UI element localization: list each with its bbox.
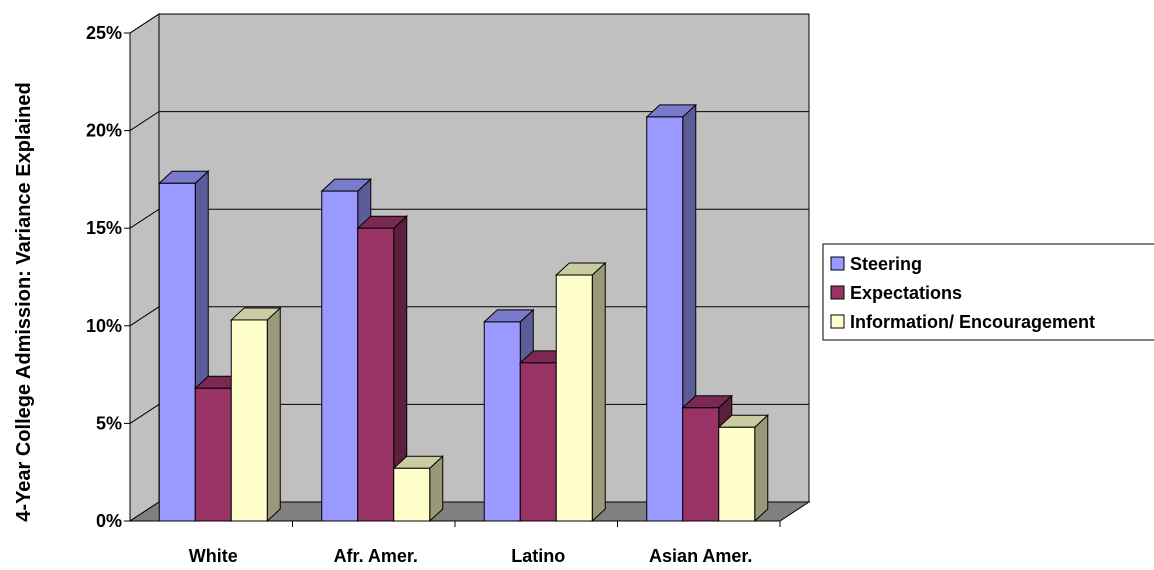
gridline [129, 13, 809, 34]
legend-item[interactable]: Expectations [830, 283, 962, 303]
legend-swatch [830, 256, 845, 271]
legend-label: Steering [850, 254, 922, 274]
legend-item[interactable]: Steering [830, 254, 922, 274]
y-tick-label: 10% [86, 316, 122, 336]
x-tick-label: White [189, 546, 238, 566]
y-tick-labels: 0% 5% 10% 15% 20% 25% [86, 23, 122, 531]
legend-swatch [830, 285, 845, 300]
bar[interactable] [392, 455, 445, 523]
y-tick-label: 15% [86, 218, 122, 238]
y-tick-label: 25% [86, 23, 122, 43]
gridline [129, 111, 809, 132]
y-axis-label: 4-Year College Admission: Variance Expla… [13, 82, 35, 521]
side-wall [129, 13, 160, 522]
bars [157, 103, 770, 523]
bar[interactable] [229, 306, 282, 523]
x-tick-label: Latino [511, 546, 565, 566]
bar[interactable] [554, 261, 607, 523]
y-tick-label: 0% [96, 511, 122, 531]
x-tick-label: Afr. Amer. [334, 546, 418, 566]
legend-box [822, 243, 1154, 341]
legend-item[interactable]: Information/ Encouragement [830, 312, 1095, 332]
x-tick-label: Asian Amer. [649, 546, 752, 566]
legend-swatch [830, 314, 845, 329]
legend[interactable]: Steering Expectations Information/ Encoura… [822, 243, 1154, 341]
bar[interactable] [356, 215, 409, 523]
bar[interactable] [717, 414, 770, 523]
y-tick-label: 20% [86, 121, 122, 141]
legend-label: Information/ Encouragement [850, 312, 1095, 332]
x-tick-labels: White Afr. Amer. Latino Asian Amer. [189, 546, 753, 566]
legend-label: Expectations [850, 283, 962, 303]
y-tick-label: 5% [96, 413, 122, 433]
